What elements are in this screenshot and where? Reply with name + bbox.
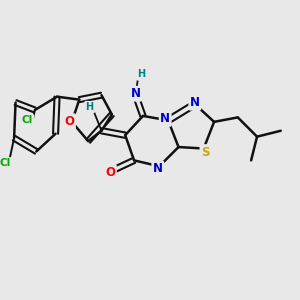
- Text: H: H: [85, 102, 94, 112]
- Text: O: O: [105, 166, 116, 179]
- Text: N: N: [160, 112, 170, 125]
- Text: Cl: Cl: [0, 158, 11, 168]
- Text: S: S: [201, 146, 209, 159]
- Text: N: N: [190, 96, 200, 109]
- Text: N: N: [130, 87, 141, 100]
- Text: N: N: [153, 162, 163, 175]
- Text: Cl: Cl: [22, 116, 33, 125]
- Text: O: O: [64, 115, 74, 128]
- Text: H: H: [137, 69, 146, 80]
